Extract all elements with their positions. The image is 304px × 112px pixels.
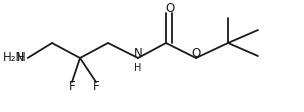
Text: N: N	[134, 47, 142, 60]
Text: F: F	[69, 80, 75, 93]
Text: O: O	[165, 2, 174, 15]
Text: H: H	[17, 51, 26, 64]
Text: H: H	[134, 63, 142, 73]
Text: O: O	[192, 47, 201, 60]
Text: H₂N: H₂N	[3, 51, 26, 64]
Text: F: F	[93, 80, 99, 93]
